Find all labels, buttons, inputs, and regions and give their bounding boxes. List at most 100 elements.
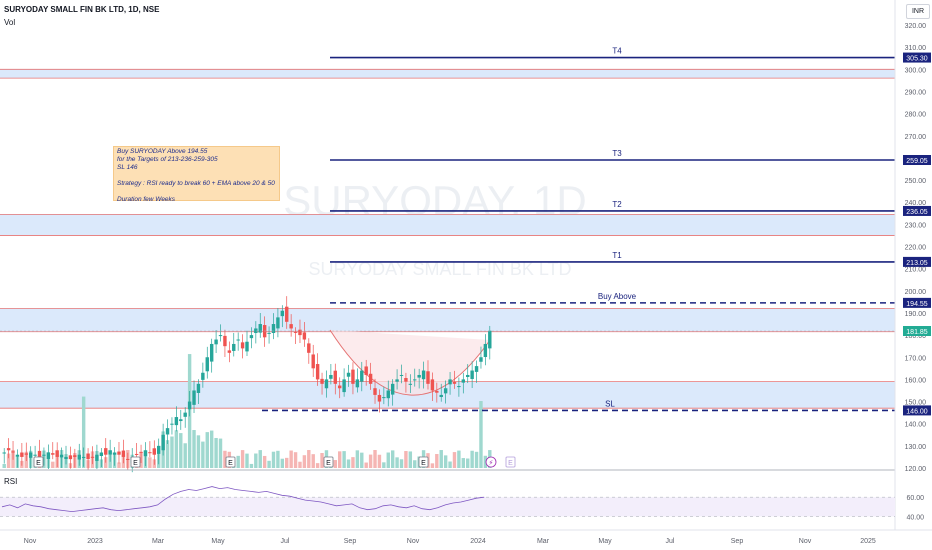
candle-body [152,448,157,455]
volume-bar [245,453,249,468]
volume-bar [289,450,293,468]
last-price-text: 181.85 [906,329,928,336]
level-badge-text-3: 213.05 [906,260,928,267]
candle-body [165,428,170,435]
volume-bar [448,461,452,468]
level-label-5: SL [605,399,615,408]
volume-bar [249,463,254,468]
volume-bar [81,396,86,468]
earnings-marker[interactable] [130,456,141,468]
volume-bar [342,451,346,468]
symbol-title[interactable]: SURYODAY SMALL FIN BK LTD, 1D, NSE [4,5,160,14]
volume-bar [373,450,377,468]
level-badge-3 [903,256,931,267]
candle-body [293,331,298,333]
price-axis[interactable]: 320.00310.00300.00290.00280.00270.00260.… [905,23,927,473]
level-label-3: T1 [612,251,622,260]
volume-bar [479,401,483,468]
level-lines[interactable]: T4 T3 T2 T1 Buy Above SL [0,47,895,412]
volume-bar [218,438,223,468]
time-tick: Nov [24,538,37,545]
candle-body [64,456,68,460]
candle-body [126,458,130,460]
dividend-icon[interactable] [485,456,497,468]
candle-body [413,379,417,381]
candle-body [2,452,6,454]
level-badge-text-5: 146.00 [906,408,928,415]
candle-body [329,374,333,379]
volume-bar [333,460,337,468]
candle-body [298,329,302,336]
level-label-2: T2 [612,200,622,209]
time-tick: May [598,538,612,545]
zones [0,68,895,409]
candle-body [289,324,293,329]
candle-body [474,366,479,372]
candle-body [307,343,311,353]
candle-body [373,388,377,395]
time-axis[interactable]: Nov 2023 Mar May Jul Sep Nov 2024 Mar May Jul Sep No… [24,538,876,545]
level-badge-5 [903,405,931,416]
earnings-marker[interactable] [505,456,516,468]
candle-body [258,324,262,333]
zone-3 [0,381,895,409]
level-label-0: T4 [612,47,622,56]
rsi-tick: 60.00 [906,495,924,502]
volume-bar [483,455,488,468]
candle-body [108,450,112,455]
strategy-note[interactable]: Buy SURYODAY Above 194.55 for the Target… [113,146,280,203]
volume-bar [461,458,466,468]
earnings-marker[interactable] [418,456,429,468]
level-badge-text-0: 305.30 [906,56,928,63]
candle-body [479,357,483,362]
earnings-marker[interactable] [323,456,334,468]
rsi-label[interactable]: RSI [4,477,17,486]
price-tick: 200.00 [905,289,927,296]
candle-body [443,388,448,394]
price-tick: 250.00 [905,178,927,185]
event-markers[interactable]: E E E E E E ⚡ [33,456,516,468]
time-tick: Mar [152,538,165,545]
price-tick: 320.00 [905,23,927,30]
candle-body [11,451,15,453]
currency-badge[interactable]: INR [906,4,930,19]
volume-bar [395,457,399,468]
volume-bar [364,462,368,468]
earnings-marker[interactable] [225,456,236,468]
volume-bar [337,451,342,468]
level-badge-4 [903,297,931,308]
candle-body [183,412,187,417]
level-badge-text-1: 259.05 [906,158,928,165]
earnings-marker-letter: E [36,460,41,467]
candle-body [324,379,329,389]
time-tick: Sep [731,538,744,545]
candle-body [439,394,443,398]
price-tick: 220.00 [905,245,927,252]
candle-body [315,364,320,380]
volume-label[interactable]: Vol [4,18,16,27]
candle-body [355,379,360,388]
time-tick: Sep [344,538,357,545]
level-badge-2 [903,205,931,216]
time-tick: Nov [407,538,420,545]
time-tick: Jul [281,538,290,545]
volume-bar [223,450,227,468]
volume-bar [466,458,470,468]
candle-body [483,343,488,358]
volume-bar [474,451,479,468]
candle-body [421,370,426,380]
candle-body [201,372,205,380]
volume-bar [240,450,245,468]
level-label-4: Buy Above [598,292,637,301]
candle-body [15,454,20,457]
volume-bar [443,455,448,468]
earnings-marker[interactable] [33,456,44,468]
candle-body [148,452,152,454]
earnings-marker-letter: E [133,460,138,467]
rsi-pane[interactable]: RSI 60.00 40.00 [0,477,924,521]
candle-body [267,332,271,334]
candle-body [320,378,324,384]
candle-body [404,378,408,382]
volume-bar [174,430,179,468]
